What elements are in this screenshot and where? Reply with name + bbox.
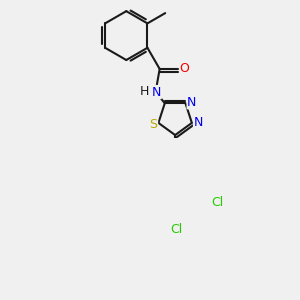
Text: O: O	[180, 62, 190, 76]
Text: N: N	[152, 85, 161, 99]
Text: H: H	[140, 85, 149, 98]
Text: S: S	[149, 118, 158, 131]
Text: N: N	[187, 96, 196, 109]
Text: Cl: Cl	[170, 223, 183, 236]
Text: N: N	[194, 116, 203, 129]
Text: Cl: Cl	[212, 196, 224, 209]
